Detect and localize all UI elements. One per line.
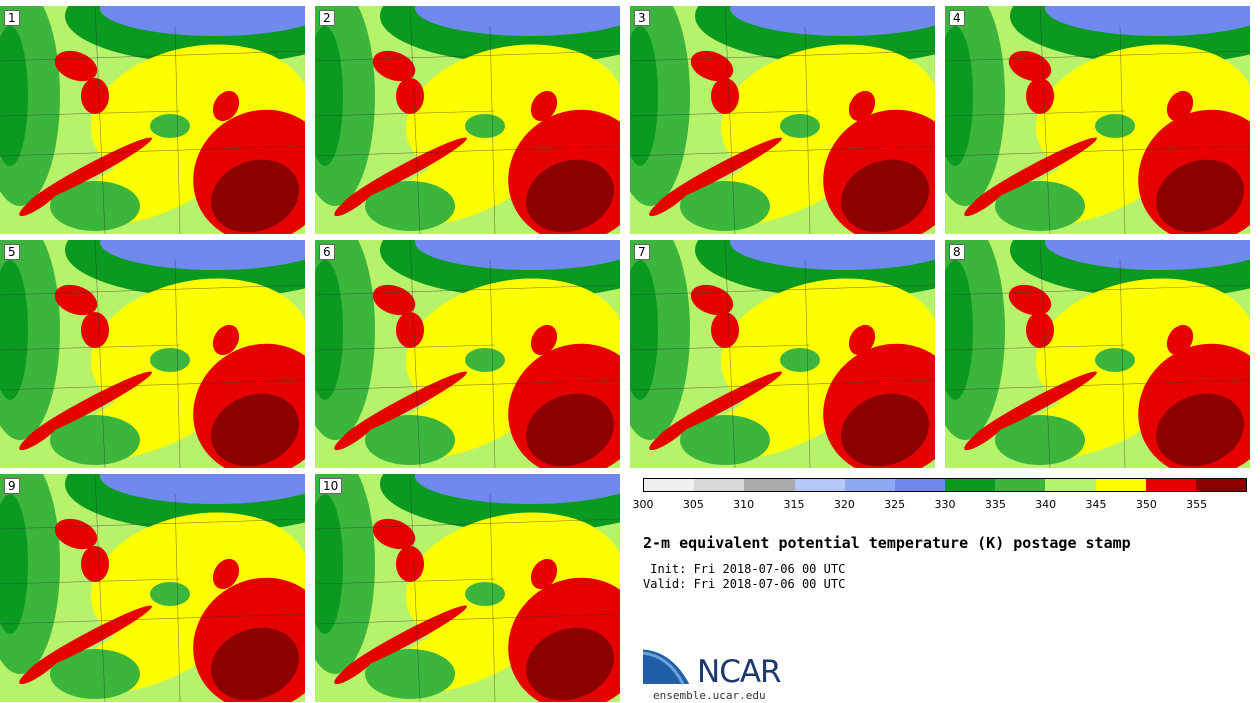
panel-member-label: 2 <box>319 10 335 26</box>
ncar-logo-icon <box>643 646 693 685</box>
valid-time: Valid: Fri 2018-07-06 00 UTC <box>643 577 846 591</box>
site-url: ensemble.ucar.edu <box>653 689 766 702</box>
map-panel: 4 <box>945 6 1250 234</box>
colorbar-tick-label: 300 <box>632 498 654 511</box>
colorbar-swatch <box>694 479 745 491</box>
colorbar-ticks: 300 305 310 315 320 325 330 335 340 345 350 355 <box>633 498 1247 512</box>
panel-member-label: 1 <box>4 10 20 26</box>
colorbar-swatch <box>844 479 895 491</box>
panel-member-label: 8 <box>949 244 965 260</box>
map-panel: 9 <box>0 474 305 702</box>
map-panel: 3 <box>630 6 935 234</box>
panel-member-label: 4 <box>949 10 965 26</box>
colorbar-swatch <box>1195 479 1247 491</box>
ncar-logo-text: NCAR <box>697 654 782 690</box>
colorbar-tick-label: 355 <box>1186 498 1208 511</box>
colorbar-tick-label: 340 <box>1035 498 1057 511</box>
panel-member-label: 9 <box>4 478 20 494</box>
colorbar <box>643 478 1247 492</box>
panel-member-label: 3 <box>634 10 650 26</box>
map-panel: 7 <box>630 240 935 468</box>
panel-member-label: 5 <box>4 244 20 260</box>
colorbar-swatch <box>995 479 1046 491</box>
colorbar-tick-label: 330 <box>934 498 956 511</box>
colorbar-tick-label: 350 <box>1135 498 1157 511</box>
map-panel: 5 <box>0 240 305 468</box>
colorbar-swatch <box>644 479 695 491</box>
map-panel: 1 <box>0 6 305 234</box>
panel-member-label: 6 <box>319 244 335 260</box>
colorbar-swatch <box>1145 479 1196 491</box>
colorbar-swatch <box>945 479 996 491</box>
figure-title: 2-m equivalent potential temperature (K)… <box>643 534 1131 552</box>
map-panel: 2 <box>315 6 620 234</box>
colorbar-tick-label: 345 <box>1085 498 1107 511</box>
map-panel: 6 <box>315 240 620 468</box>
colorbar-swatch <box>744 479 795 491</box>
colorbar-tick-label: 310 <box>733 498 755 511</box>
colorbar-tick-label: 335 <box>984 498 1006 511</box>
map-panel: 8 <box>945 240 1250 468</box>
colorbar-swatch <box>894 479 946 491</box>
colorbar-swatch <box>1095 479 1146 491</box>
map-panel: 10 <box>315 474 620 702</box>
colorbar-swatch <box>1045 479 1096 491</box>
panel-member-label: 10 <box>319 478 343 494</box>
init-time: Init: Fri 2018-07-06 00 UTC <box>643 562 846 576</box>
colorbar-tick-label: 325 <box>884 498 906 511</box>
colorbar-tick-label: 305 <box>682 498 704 511</box>
colorbar-tick-label: 320 <box>833 498 855 511</box>
colorbar-swatch <box>794 479 845 491</box>
panel-member-label: 7 <box>634 244 650 260</box>
colorbar-tick-label: 315 <box>783 498 805 511</box>
